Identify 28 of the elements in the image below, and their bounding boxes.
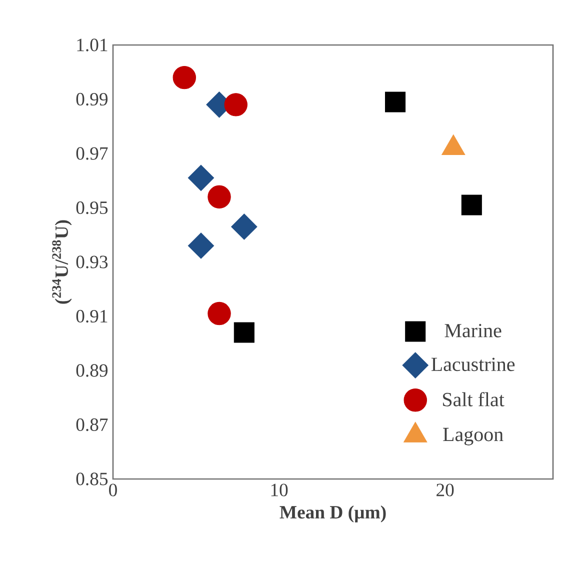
point — [385, 92, 406, 112]
y-tick-label: 0.89 — [76, 364, 108, 377]
y-tick-label: 0.85 — [76, 472, 108, 486]
y-tick-label: 0.99 — [76, 92, 108, 106]
legend-label: Lacustrine — [431, 358, 515, 372]
y-tick-label: 0.95 — [76, 201, 108, 214]
y-tick-label: 0.93 — [76, 256, 108, 268]
x-tick-label: 20 — [436, 484, 454, 496]
x-tick-label: 0 — [109, 484, 117, 496]
point — [208, 302, 231, 326]
point — [234, 322, 254, 343]
y-tick-label: 0.87 — [76, 418, 108, 432]
point — [461, 194, 482, 216]
x-axis-title: Mean D (µm) — [280, 505, 386, 522]
legend-label: Marine — [444, 324, 502, 338]
point — [172, 66, 196, 90]
point — [208, 185, 231, 208]
legend-label: Lagoon — [443, 428, 504, 446]
point — [188, 164, 214, 191]
legend-label: Salt flat — [443, 392, 504, 406]
point — [224, 93, 248, 116]
y-axis-title: ($^{234}$U/$^{238}$U) — [52, 220, 72, 304]
x-tick-label: 10 — [271, 484, 288, 496]
y-tick-label: 1.01 — [77, 38, 108, 52]
y-tick-label: 0.91 — [76, 310, 108, 323]
point — [188, 232, 214, 259]
point — [231, 214, 258, 240]
y-tick-label: 0.97 — [76, 147, 108, 160]
